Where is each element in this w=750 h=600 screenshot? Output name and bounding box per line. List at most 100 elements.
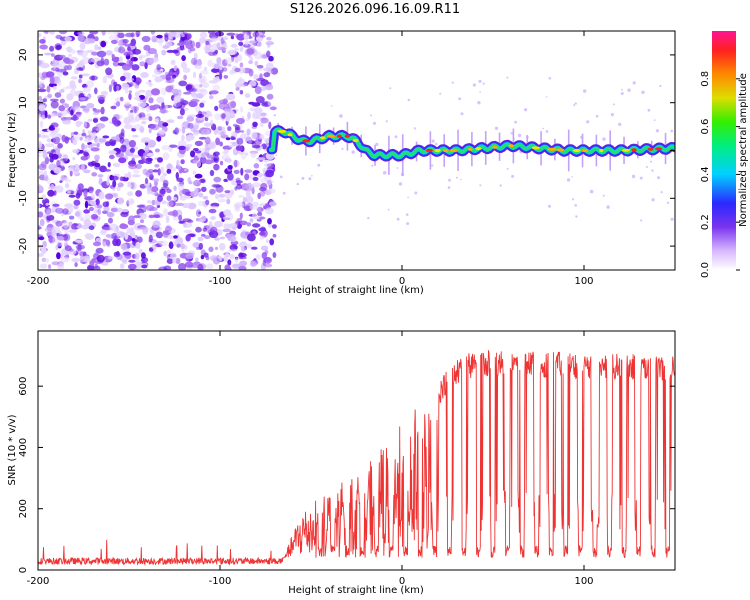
noise-speck: [160, 87, 167, 96]
noise-speck: [260, 117, 269, 124]
noise-speck: [179, 108, 185, 116]
noise-speck: [108, 154, 115, 160]
noise-speck: [264, 263, 273, 268]
noise-speck: [166, 188, 172, 194]
noise-speck: [226, 93, 236, 101]
noise-speck: [38, 226, 42, 230]
noise-speck: [144, 177, 149, 185]
noise-speck: [88, 57, 92, 63]
noise-speck: [218, 62, 223, 71]
noise-speck: [38, 236, 45, 241]
noise-speck: [234, 159, 238, 168]
noise-speck: [240, 83, 248, 88]
noise-speck: [227, 165, 233, 170]
signal-hotspot: [277, 129, 287, 133]
noise-speck: [49, 45, 55, 52]
noise-speck: [100, 90, 108, 96]
noise-speck: [99, 116, 109, 122]
faint-dot: [394, 135, 398, 139]
noise-speck: [75, 192, 81, 199]
noise-speck: [97, 46, 102, 50]
noise-speck: [244, 93, 251, 98]
noise-speck: [192, 95, 198, 100]
noise-speck: [160, 106, 167, 114]
faint-dot: [545, 130, 549, 133]
noise-speck: [82, 129, 86, 134]
noise-speck: [78, 78, 82, 84]
noise-speck: [128, 90, 132, 94]
faint-dot: [606, 205, 610, 209]
snr-axes: -200 -100 0 100 0 200 400 600: [18, 331, 675, 587]
noise-speck: [260, 85, 267, 91]
noise-speck: [81, 73, 90, 77]
noise-speck: [64, 36, 72, 42]
noise-speck: [59, 54, 66, 59]
noise-speck: [53, 63, 62, 71]
noise-speck: [156, 96, 165, 104]
noise-speck: [151, 199, 156, 206]
noise-speck: [234, 202, 244, 208]
noise-speck: [90, 213, 98, 220]
noise-speck: [144, 185, 150, 189]
noise-speck: [152, 220, 161, 228]
faint-dot: [506, 167, 509, 170]
noise-speck: [211, 68, 220, 73]
noise-speck: [141, 158, 149, 164]
noise-speck: [182, 67, 191, 73]
noise-speck: [210, 216, 216, 220]
faint-dot: [434, 142, 438, 146]
noise-speck: [268, 201, 277, 207]
noise-speck: [106, 178, 110, 186]
noise-speck: [174, 127, 180, 135]
noise-speck: [127, 111, 134, 119]
noise-speck: [112, 186, 116, 191]
noise-speck: [151, 186, 159, 193]
noise-speck: [46, 218, 51, 223]
noise-speck: [150, 31, 156, 35]
noise-speck: [113, 193, 119, 199]
noise-speck: [90, 193, 96, 200]
noise-speck: [105, 50, 113, 56]
noise-speck: [72, 164, 81, 172]
noise-speck: [201, 100, 207, 104]
faint-dot: [631, 174, 636, 179]
faint-dot: [398, 182, 403, 186]
noise-speck: [260, 79, 269, 87]
noise-speck: [270, 67, 279, 75]
noise-speck: [129, 42, 135, 47]
noise-speck: [166, 249, 172, 255]
noise-speck: [38, 33, 42, 38]
faint-dot: [479, 91, 481, 93]
signal-hotspots: [277, 129, 663, 153]
signal-hotspot: [442, 148, 449, 153]
noise-speck: [154, 118, 160, 123]
noise-speck: [55, 244, 59, 251]
noise-speck: [74, 211, 81, 217]
noise-speck: [152, 169, 159, 173]
noise-speck: [102, 135, 110, 139]
noise-speck: [102, 201, 109, 208]
noise-speck: [96, 60, 105, 67]
noise-speck: [144, 145, 150, 153]
noise-speck: [84, 214, 92, 220]
noise-speck: [262, 258, 266, 267]
noise-speck: [38, 185, 44, 193]
noise-speck: [52, 203, 60, 207]
noise-speck: [127, 46, 131, 52]
noise-speck: [220, 131, 225, 136]
noise-speck: [162, 182, 168, 188]
noise-speck: [68, 53, 72, 58]
noise-speck: [124, 89, 129, 94]
noise-speck: [107, 162, 111, 168]
noise-speck: [112, 238, 119, 247]
noise-speck: [57, 263, 65, 270]
noise-speck: [199, 102, 205, 108]
noise-speck: [79, 137, 83, 141]
noise-speck: [69, 170, 73, 177]
faint-dot: [657, 176, 661, 180]
noise-speck: [154, 76, 163, 83]
noise-speck: [117, 182, 124, 188]
noise-speck: [208, 208, 217, 214]
noise-speck: [78, 60, 85, 68]
